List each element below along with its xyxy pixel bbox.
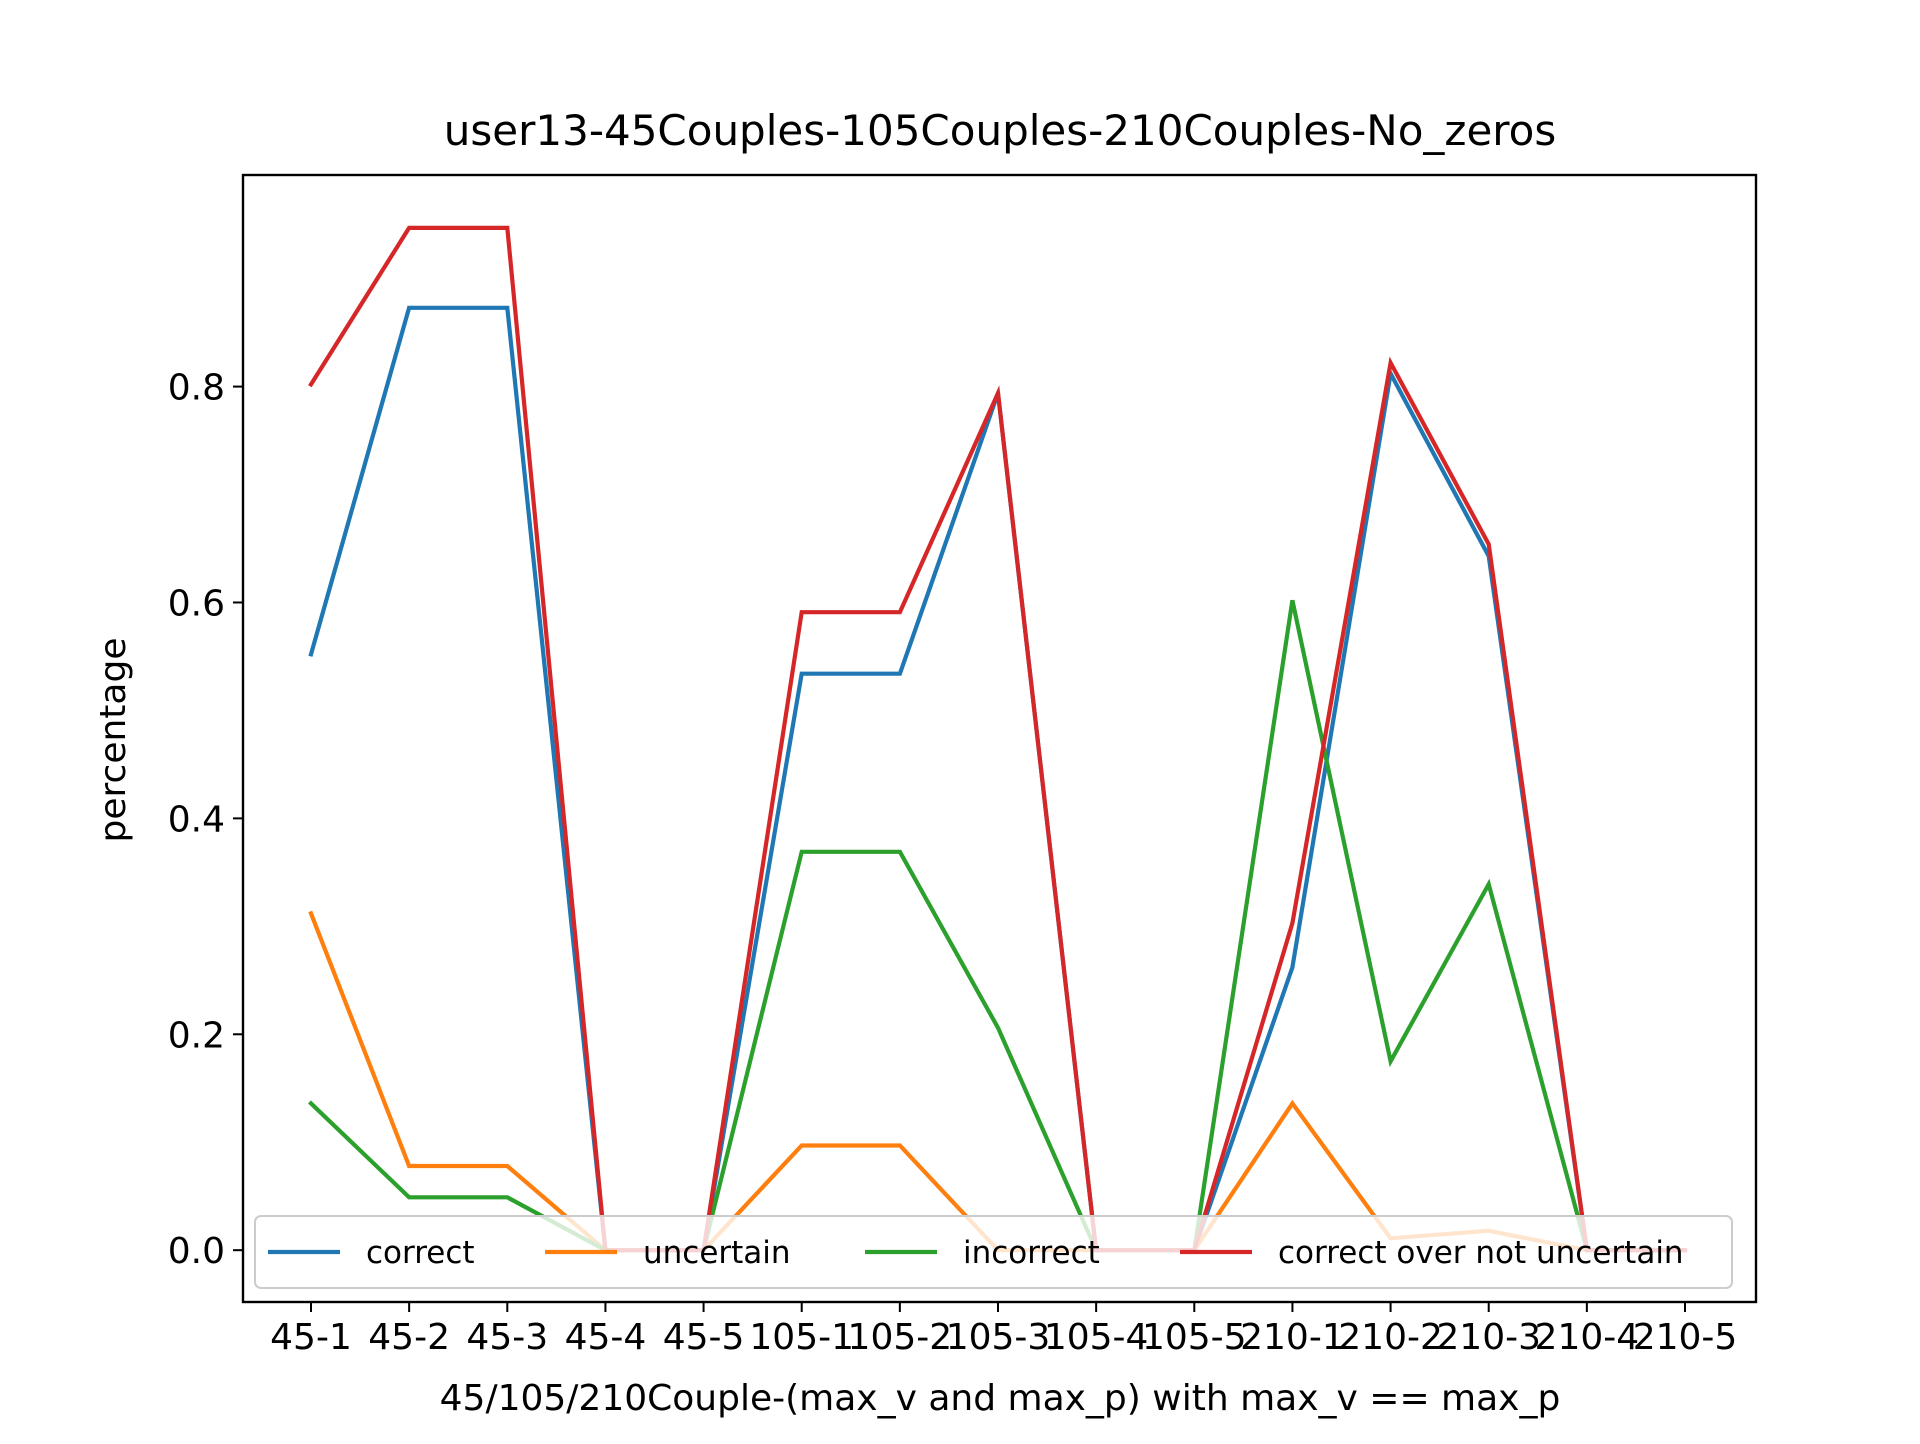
series-line-correct-over-not-uncertain bbox=[308, 225, 1688, 1253]
legend-label: incorrect bbox=[963, 1235, 1100, 1271]
chart-title: user13-45Couples-105Couples-210Couples-N… bbox=[444, 106, 1556, 155]
x-tick-label: 105-5 bbox=[1142, 1317, 1247, 1358]
x-tick-label: 45-4 bbox=[565, 1317, 647, 1358]
y-tick-label: 0.2 bbox=[168, 1015, 225, 1056]
y-tick-label: 0.8 bbox=[168, 368, 225, 409]
legend-label: uncertain bbox=[643, 1235, 791, 1271]
x-tick-label: 105-2 bbox=[848, 1317, 953, 1358]
plot-frame bbox=[241, 173, 1758, 1304]
y-tick-label: 0.4 bbox=[168, 799, 225, 840]
series-line-incorrect bbox=[308, 599, 1688, 1253]
x-tick-label: 45-2 bbox=[368, 1317, 450, 1358]
x-axis-label: 45/105/210Couple-(max_v and max_p) with … bbox=[440, 1378, 1561, 1419]
y-axis-label: percentage bbox=[93, 638, 134, 843]
x-tick-label: 105-4 bbox=[1044, 1317, 1149, 1358]
legend-box bbox=[254, 1215, 1733, 1289]
x-tick-label: 210-1 bbox=[1240, 1317, 1345, 1358]
x-tick-label: 45-1 bbox=[270, 1317, 352, 1358]
legend: correct uncertain incorrect correct over no… bbox=[254, 1215, 1733, 1289]
legend-label: correct over not uncertain bbox=[1278, 1235, 1684, 1271]
x-tick-label: 105-1 bbox=[749, 1317, 854, 1358]
y-tick-label: 0.0 bbox=[168, 1231, 225, 1272]
x-tick-label: 45-3 bbox=[466, 1317, 548, 1358]
legend-label: correct bbox=[366, 1235, 475, 1271]
x-tick-label: 210-5 bbox=[1633, 1317, 1738, 1358]
x-tick-label: 45-5 bbox=[663, 1317, 745, 1358]
tick-layer: 0.0 0.2 0.4 0.6 0.8 45-1 45-2 45-3 45-4 45-5 105-1… bbox=[168, 368, 1738, 1358]
x-tick-label: 105-3 bbox=[946, 1317, 1051, 1358]
x-tick-label: 210-3 bbox=[1436, 1317, 1541, 1358]
x-tick-label: 210-2 bbox=[1338, 1317, 1443, 1358]
x-tick-label: 210-4 bbox=[1535, 1317, 1640, 1358]
y-tick-label: 0.6 bbox=[168, 583, 225, 624]
